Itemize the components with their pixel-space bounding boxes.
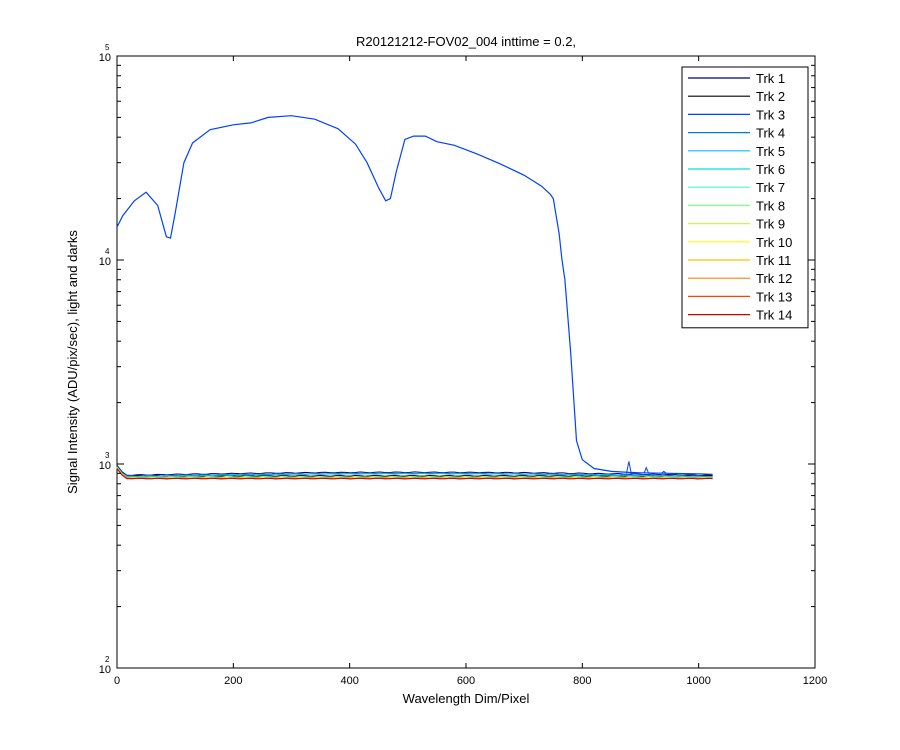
series-spike bbox=[661, 470, 667, 474]
x-tick-label: 800 bbox=[573, 675, 591, 687]
legend-entry-label: Trk 10 bbox=[756, 235, 792, 250]
chart-title: R20121212-FOV02_004 inttime = 0.2, bbox=[356, 34, 576, 49]
x-tick-label: 0 bbox=[114, 675, 120, 687]
y-tick-exponent: 3 bbox=[105, 451, 110, 460]
y-tick-base: 10 bbox=[99, 664, 111, 676]
series-line-trk-1 bbox=[116, 464, 713, 476]
x-tick-label: 600 bbox=[457, 675, 475, 687]
legend-entry-label: Trk 1 bbox=[756, 71, 785, 86]
y-tick-exponent: 2 bbox=[105, 655, 110, 664]
legend-entry-label: Trk 7 bbox=[756, 180, 785, 195]
series-layer bbox=[116, 115, 713, 480]
legend-box bbox=[681, 66, 809, 329]
x-tick-label: 1000 bbox=[686, 675, 710, 687]
legend-entry-label: Trk 8 bbox=[756, 198, 785, 213]
x-tick-label: 1200 bbox=[803, 675, 827, 687]
legend-entry-label: Trk 14 bbox=[756, 308, 792, 323]
y-tick-base: 10 bbox=[99, 460, 111, 472]
legend-entry-label: Trk 4 bbox=[756, 126, 785, 141]
legend-entry-label: Trk 9 bbox=[756, 217, 785, 232]
x-axis-label: Wavelength Dim/Pixel bbox=[403, 691, 530, 706]
series-spike bbox=[626, 461, 632, 474]
y-axis-label: Signal Intensity (ADU/pix/sec), light an… bbox=[65, 230, 80, 494]
legend-entry-label: Trk 13 bbox=[756, 289, 792, 304]
legend-entry-label: Trk 3 bbox=[756, 107, 785, 122]
series-line-trk-14 bbox=[116, 468, 713, 480]
y-tick-exponent: 4 bbox=[105, 247, 110, 256]
legend-entry-label: Trk 11 bbox=[756, 253, 791, 268]
legend: Trk 1 Trk 2 Trk 3 Trk 4 Trk 5 Trk 6 Trk 7 Trk 8… bbox=[681, 66, 809, 329]
y-tick-exponent: 5 bbox=[105, 43, 110, 52]
legend-entry-label: Trk 5 bbox=[756, 144, 785, 159]
x-tick-label: 400 bbox=[340, 675, 358, 687]
legend-entry-label: Trk 12 bbox=[756, 271, 792, 286]
legend-entry-label: Trk 2 bbox=[756, 89, 785, 104]
legend-entry-label: Trk 6 bbox=[756, 162, 785, 177]
series-line-trk-3 bbox=[116, 115, 713, 475]
y-tick-base: 10 bbox=[99, 256, 111, 268]
series-spike bbox=[643, 466, 650, 474]
y-tick-base: 10 bbox=[99, 52, 111, 64]
series-line-trk-5 bbox=[116, 466, 713, 478]
x-tick-label: 200 bbox=[224, 675, 242, 687]
